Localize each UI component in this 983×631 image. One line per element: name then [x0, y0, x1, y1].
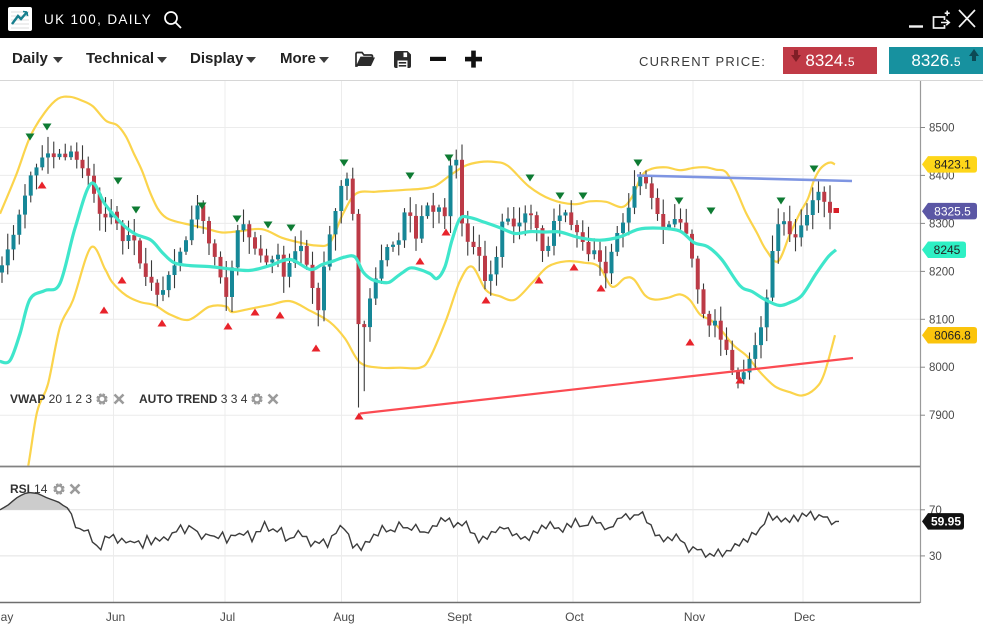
svg-text:Aug: Aug — [333, 610, 354, 624]
svg-text:8245: 8245 — [934, 243, 961, 257]
svg-text:8500: 8500 — [929, 123, 955, 135]
svg-text:8000: 8000 — [929, 362, 955, 374]
svg-text:May: May — [0, 610, 13, 624]
svg-text:Nov: Nov — [684, 610, 705, 624]
svg-text:Oct: Oct — [565, 610, 584, 624]
svg-text:AUTO TREND 3 3 4: AUTO TREND 3 3 4 — [139, 392, 248, 406]
svg-text:8325.5: 8325.5 — [934, 204, 971, 218]
svg-text:Jul: Jul — [220, 610, 235, 624]
svg-text:8200: 8200 — [929, 266, 955, 278]
svg-text:8423.1: 8423.1 — [934, 158, 971, 172]
svg-text:Jun: Jun — [106, 610, 125, 624]
svg-text:7900: 7900 — [929, 410, 955, 422]
svg-text:VWAP 20 1 2 3: VWAP 20 1 2 3 — [10, 392, 92, 406]
svg-text:8400: 8400 — [929, 170, 955, 182]
svg-text:Dec: Dec — [794, 610, 815, 624]
svg-text:59.95: 59.95 — [931, 515, 961, 529]
svg-text:8100: 8100 — [929, 314, 955, 326]
svg-text:30: 30 — [929, 551, 942, 563]
svg-text:8066.8: 8066.8 — [934, 328, 971, 342]
svg-text:Sept: Sept — [447, 610, 472, 624]
svg-text:8300: 8300 — [929, 218, 955, 230]
